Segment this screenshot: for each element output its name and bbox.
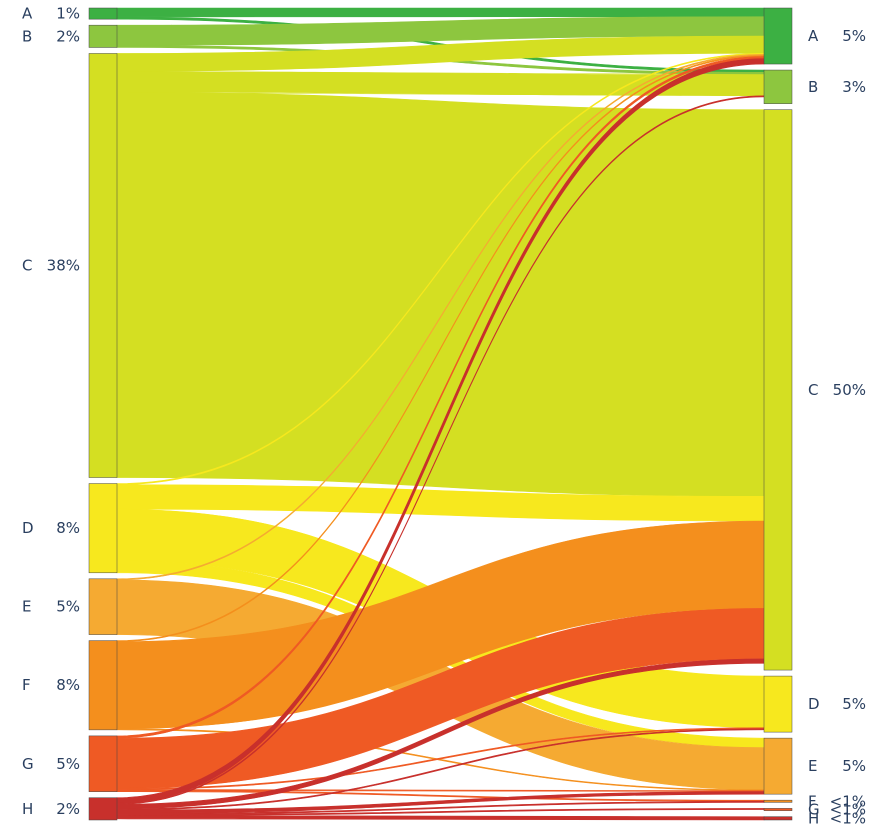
right-pct-F: <1% [830, 792, 866, 810]
right-label-F: F [808, 792, 817, 810]
right-node-C [763, 109, 793, 671]
left-pct-C: 38% [47, 257, 80, 275]
right-label-D: D [808, 695, 820, 713]
left-label-C: C [22, 257, 32, 275]
left-pct-F: 8% [56, 676, 80, 694]
left-pct-B: 2% [56, 27, 80, 45]
right-pct-E: 5% [842, 757, 866, 775]
sankey-links [116, 7, 765, 821]
left-node-G [88, 735, 118, 792]
link-C-to-B [116, 71, 765, 97]
right-pct-H: <1% [830, 809, 866, 827]
right-label-C: C [808, 381, 818, 399]
right-pct-D: 5% [842, 695, 866, 713]
left-node-B [88, 24, 118, 48]
left-label-G: G [22, 755, 34, 773]
left-node-F [88, 640, 118, 731]
right-pct-B: 3% [842, 78, 866, 96]
right-node-D [763, 675, 793, 733]
left-label-D: D [22, 519, 34, 537]
right-node-B [763, 69, 793, 104]
left-label-F: F [22, 676, 31, 694]
left-pct-D: 8% [56, 519, 80, 537]
right-node-E [763, 737, 793, 795]
right-pct-G: <1% [830, 801, 866, 819]
right-label-A: A [808, 27, 819, 45]
right-node-A [763, 7, 793, 65]
left-pct-E: 5% [56, 598, 80, 616]
left-node-C [88, 53, 118, 478]
left-node-D [88, 483, 118, 574]
right-label-E: E [808, 757, 817, 775]
right-node-G [763, 808, 793, 811]
link-H-to-H [116, 815, 765, 821]
left-label-A: A [22, 5, 33, 23]
link-C-to-C [116, 92, 765, 497]
left-pct-A: 1% [56, 5, 80, 23]
right-label-B: B [808, 78, 818, 96]
left-label-B: B [22, 27, 32, 45]
sankey-nodes [88, 7, 793, 821]
link-A-to-A [116, 7, 765, 18]
right-node-H [763, 816, 793, 821]
right-label-H: H [808, 809, 819, 827]
left-pct-G: 5% [56, 755, 80, 773]
left-label-H: H [22, 800, 33, 818]
right-label-G: G [808, 801, 820, 819]
left-pct-H: 2% [56, 800, 80, 818]
right-node-F [763, 799, 793, 803]
left-node-E [88, 578, 118, 635]
right-pct-A: 5% [842, 27, 866, 45]
left-label-E: E [22, 598, 31, 616]
left-node-H [88, 797, 118, 821]
right-pct-C: 50% [833, 381, 866, 399]
left-node-A [88, 7, 118, 20]
sankey-labels: A 1% B 2% C 38% D 8% E 5% F 8% G 5% H 2% A 5% B 3% C 50% D 5% E 5… [22, 5, 866, 827]
